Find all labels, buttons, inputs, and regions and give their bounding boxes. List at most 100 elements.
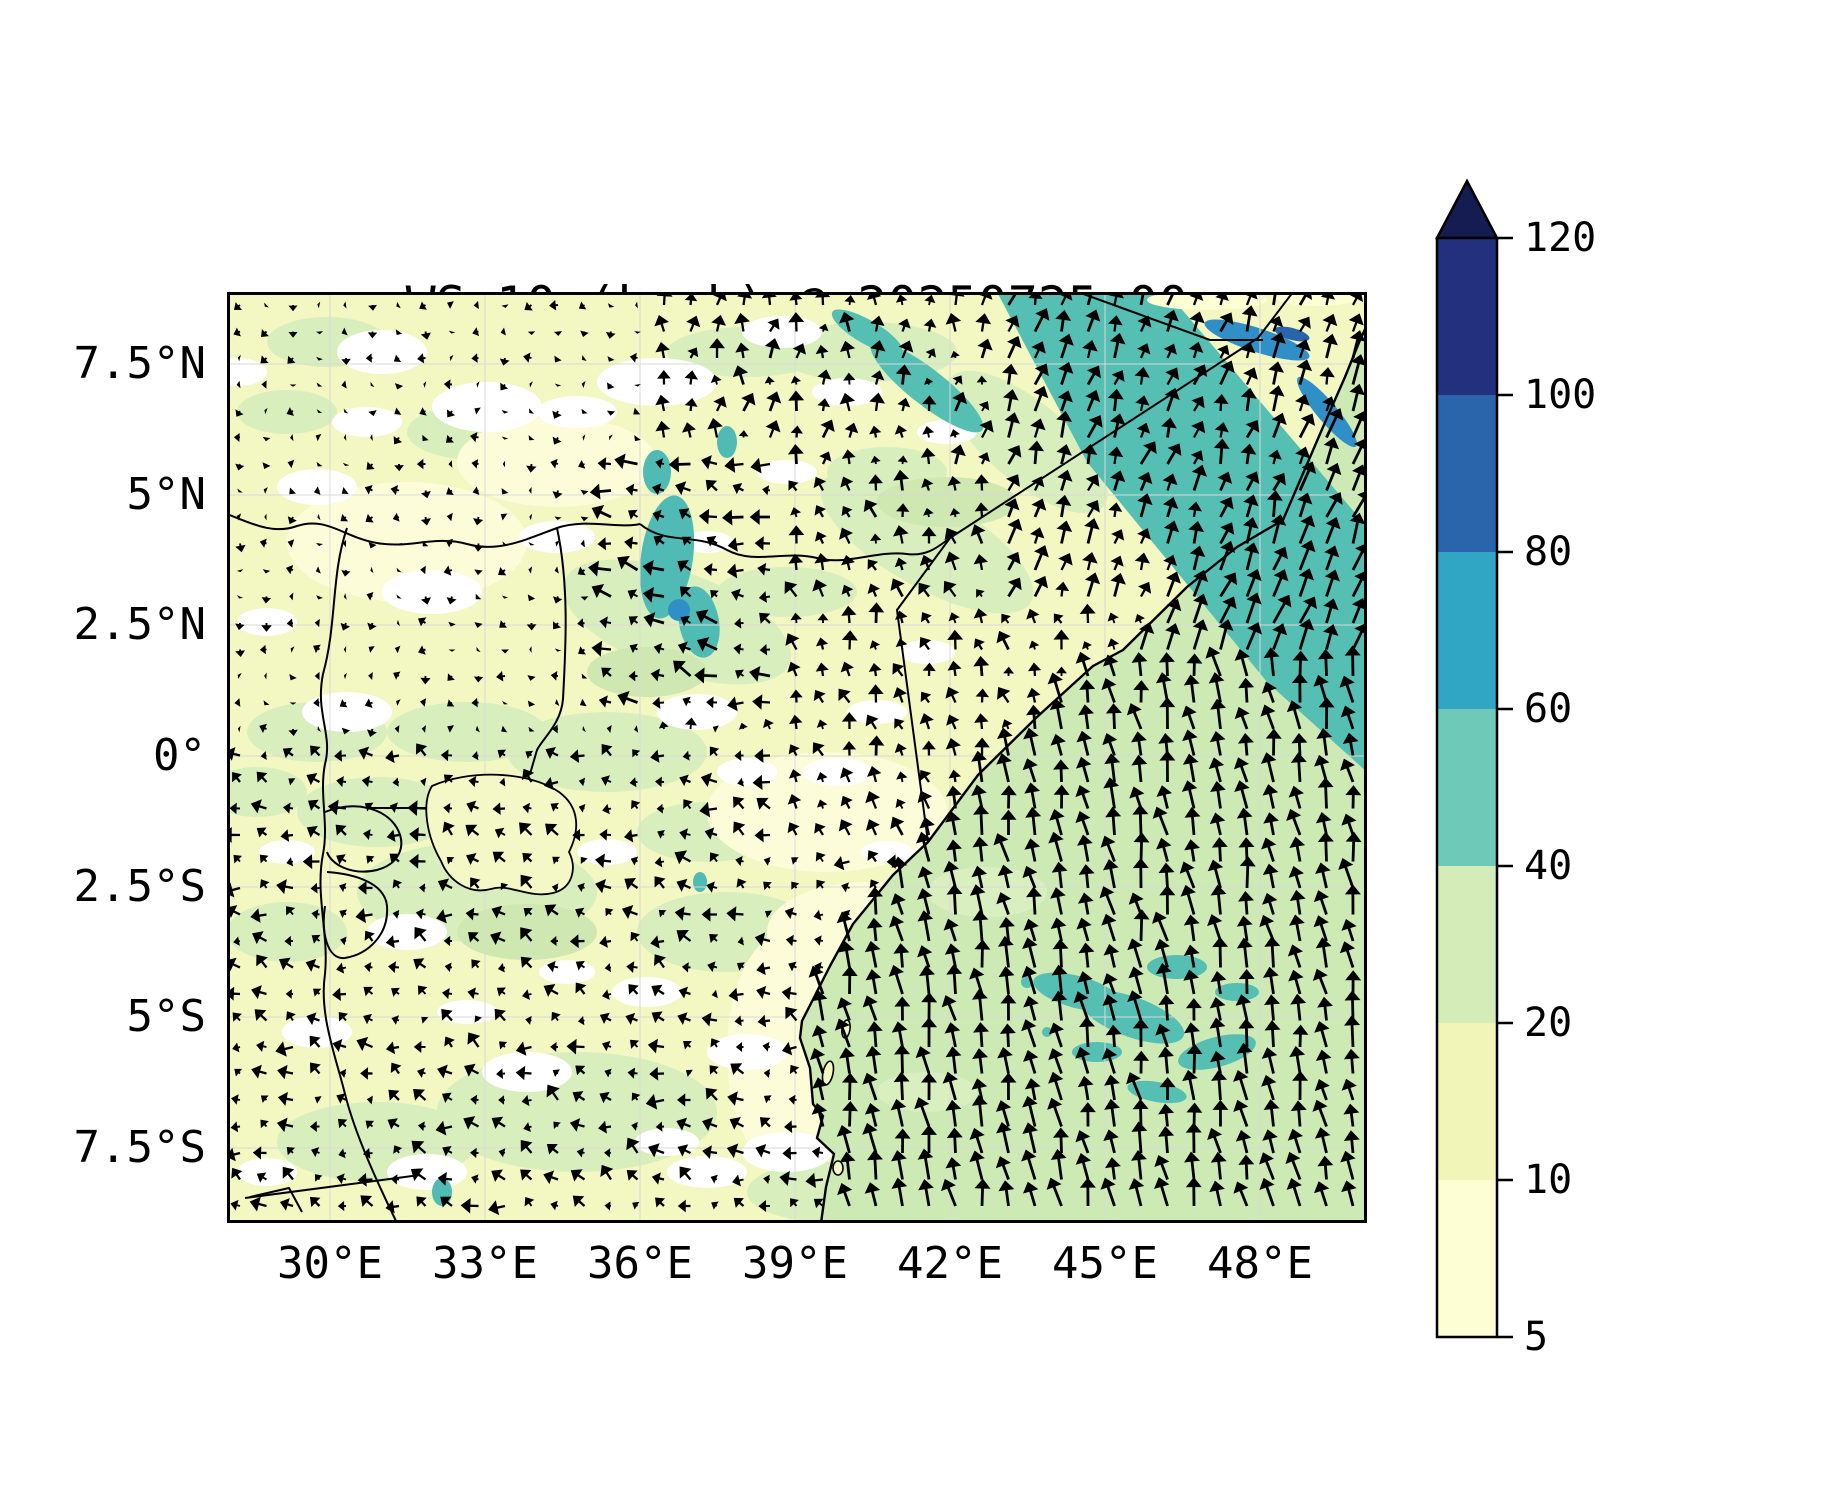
wind-arrow [1005,315,1020,333]
wind-arrow [779,1170,797,1187]
wind-arrow [787,793,802,809]
wind-arrow [1289,836,1306,862]
wind-arrow [529,513,533,521]
wind-arrow [494,1008,506,1022]
wind-arrow [522,802,532,814]
wind-arrow [655,341,670,359]
wind-arrow [500,513,508,521]
wind-arrow [527,331,536,336]
wind-arrow [234,698,241,707]
wind-arrow [551,1011,561,1022]
wind-arrow [287,355,296,364]
wind-arrow [920,691,932,704]
wind-arrow [682,536,692,546]
wind-arrow [1085,389,1101,412]
wind-arrow [575,960,586,971]
wind-arrow [550,936,559,947]
wind-arrow [709,852,720,863]
wind-arrow [709,746,720,757]
wind-arrow [677,1012,691,1025]
wind-arrow [582,725,586,733]
wind-arrow [577,1016,585,1026]
wind-arrow [651,1172,665,1185]
wind-arrow [1286,808,1302,836]
wind-arrow [1165,571,1181,597]
wind-arrow [470,1094,479,1105]
wind-arrow [841,712,857,730]
wind-arrow [1298,618,1315,650]
wind-arrow [741,392,756,412]
wind-arrow [1298,515,1316,545]
wind-arrow [1186,1043,1203,1074]
wind-arrow [468,932,480,943]
wind-arrow [1349,383,1366,412]
wind-arrow [870,370,885,385]
wind-arrow [396,699,401,706]
wind-arrow [1130,1149,1147,1180]
colorbar [1434,178,1513,1339]
wind-arrow [306,773,321,786]
wind-arrow [1077,1075,1094,1101]
wind-arrow [499,620,508,628]
wind-arrow [922,662,936,677]
wind-arrow [550,458,559,469]
wind-arrow [410,1168,427,1182]
wind-arrow [235,463,245,471]
wind-arrow [250,799,267,814]
wind-arrow [279,1198,294,1211]
wind-arrow [840,795,853,810]
wind-arrow [652,509,665,522]
wind-arrow [501,436,509,440]
wind-arrow [919,965,936,995]
wind-arrow [921,740,936,756]
colorbar-tick-label: 100 [1524,372,1597,418]
wind-arrow [713,396,727,412]
wind-arrow [526,622,537,631]
wind-arrow [1109,332,1126,359]
wind-arrow [341,569,351,577]
wind-arrow [597,457,612,471]
wind-arrow [969,884,986,915]
wind-arrow [946,1127,963,1154]
wind-arrow [947,476,962,491]
wind-arrow [396,567,402,573]
wind-arrow [311,1147,320,1158]
wind-arrow [341,487,349,494]
wind-arrow [1053,784,1070,809]
wind-arrow [944,551,960,571]
wind-arrow [313,698,320,708]
wind-arrow [918,1179,934,1207]
wind-arrow [763,1068,771,1078]
wind-arrow [598,695,612,708]
wind-arrow [759,644,771,656]
wind-arrow [787,443,804,465]
wind-arrow [711,989,718,999]
wind-arrow [947,660,962,677]
wind-arrow [606,410,616,416]
wind-arrow [996,1121,1012,1154]
wind-arrow [599,1012,612,1025]
wind-arrow [655,776,665,788]
wind-arrow [972,910,989,942]
wind-arrow [1324,545,1340,571]
wind-arrow [252,931,268,945]
wind-arrow [893,687,908,703]
wind-arrow [675,481,691,496]
wind-arrow [945,811,961,836]
wind-arrow [580,516,589,522]
wind-arrow [1262,892,1278,915]
wind-arrow [260,355,269,364]
wind-arrow [632,749,641,758]
wind-arrow [1214,422,1229,438]
wind-arrow [1159,1077,1176,1101]
wind-arrow [259,538,267,548]
wind-arrow [338,1148,347,1159]
wind-arrow [601,743,613,757]
wind-arrow [888,964,904,995]
wind-arrow [1288,969,1304,995]
wind-arrow [841,965,858,995]
wind-arrow [1079,679,1096,703]
wind-arrow [952,375,963,386]
wind-arrow [818,323,829,332]
wind-arrow [521,1094,532,1107]
